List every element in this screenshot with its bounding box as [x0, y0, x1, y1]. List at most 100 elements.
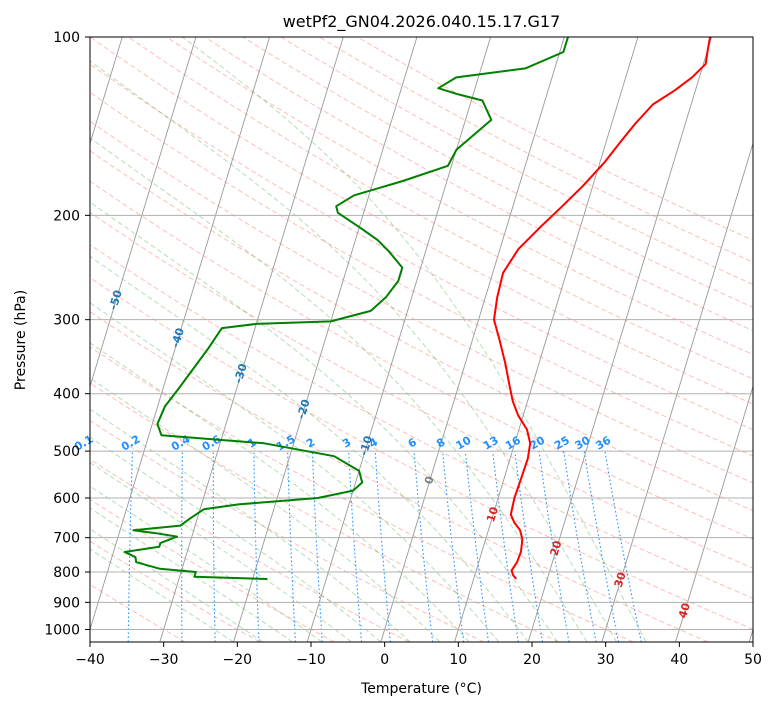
- isotherm-label: -60: [48, 239, 66, 262]
- isotherm-label: -30: [232, 362, 250, 385]
- mixing-ratio-label: 0.6: [200, 432, 224, 453]
- isotherm-label: -70: [0, 188, 8, 211]
- y-tick-label: 600: [53, 491, 80, 507]
- moist-adiabat: [90, 201, 559, 642]
- mixing-ratio-label: 16: [503, 433, 523, 452]
- isotherm: [90, 37, 123, 145]
- x-axis-label: Temperature (°C): [360, 681, 482, 697]
- mixing-ratio-line: [311, 451, 323, 642]
- mixing-ratio-labels: 0.1 0.2 0.4 0.6 1 1.5 2 3 4 6 8 10 13 16 20 25 30 36: [72, 432, 613, 453]
- temperature-profile: [493, 37, 712, 580]
- dry-adiabat: [90, 244, 753, 599]
- moist-adiabat: [90, 528, 264, 642]
- mixing-ratio-line: [514, 451, 544, 642]
- moist-adiabat: [90, 302, 500, 642]
- dewpoint-profile: [123, 37, 569, 580]
- mixing-ratio-line: [348, 451, 363, 642]
- moist-adiabat: [90, 377, 441, 642]
- mixing-ratio-line: [127, 451, 133, 642]
- isotherm: [675, 384, 753, 642]
- profiles: [123, 37, 712, 580]
- isotherm-label: 40: [676, 601, 693, 620]
- dry-adiabat: [90, 311, 709, 642]
- moist-adiabat: [90, 60, 618, 642]
- dry-adiabat: [90, 37, 753, 405]
- mixing-ratio-label: 0.2: [119, 433, 142, 454]
- moist-adiabat: [90, 436, 382, 642]
- x-tick-label: 20: [523, 652, 541, 668]
- x-tick-label: −30: [149, 652, 179, 668]
- isotherm-label: 10: [484, 505, 501, 524]
- mixing-ratio-line: [492, 451, 519, 642]
- isotherm: [380, 37, 565, 642]
- mixing-ratio-label: 3: [340, 436, 353, 451]
- mixing-ratio-label: 1.5: [274, 433, 297, 454]
- y-tick-label: 200: [53, 208, 80, 224]
- y-tick-label: 500: [53, 444, 80, 460]
- moist-adiabat: [90, 462, 352, 642]
- dry-adiabat: [280, 37, 753, 286]
- dry-adiabat: [319, 37, 753, 263]
- isotherm: [527, 37, 713, 642]
- isotherm: [306, 37, 492, 642]
- mixing-ratio-line: [464, 451, 490, 642]
- isotherm: [90, 37, 271, 631]
- moist-adiabat: [90, 408, 411, 642]
- mixing-ratio-line: [374, 451, 391, 642]
- x-tick-label: 10: [449, 652, 467, 668]
- moist-adiabat: [90, 485, 323, 642]
- dry-adiabat: [90, 277, 753, 630]
- x-tick-label: 50: [744, 652, 762, 668]
- isotherm: [233, 37, 418, 642]
- dry-adiabat: [242, 37, 753, 308]
- isotherm: [601, 141, 753, 642]
- mixing-ratio-label: 25: [552, 434, 572, 453]
- mixing-ratio-line: [583, 451, 620, 642]
- chart-title: wetPf2_GN04.2026.040.15.17.G17: [283, 12, 561, 32]
- isotherm-label: 0: [422, 474, 437, 485]
- x-tick-label: 30: [597, 652, 615, 668]
- dry-adiabat: [166, 37, 753, 356]
- mixing-ratio-label: 6: [406, 435, 419, 450]
- moist-adiabat: [90, 548, 234, 642]
- dry-adiabat: [90, 150, 753, 512]
- mixing-ratio-line: [253, 451, 260, 642]
- y-tick-label: 100: [53, 30, 80, 46]
- y-tick-label: 900: [53, 595, 80, 611]
- dry-adiabat: [90, 91, 753, 457]
- isotherm-label: -20: [294, 397, 312, 420]
- dry-adiabat: [90, 498, 335, 642]
- y-tick-label: 700: [53, 531, 80, 547]
- mixing-ratio-label: 36: [593, 433, 613, 452]
- isotherm-label: -10: [357, 434, 375, 457]
- x-axis: −40 −30 −20 −10 0 10 20 30 40 50: [75, 642, 762, 668]
- mixing-ratio-line: [212, 451, 216, 642]
- mixing-ratio-line: [413, 451, 434, 642]
- y-tick-label: 1000: [44, 622, 80, 638]
- mixing-ratio-line: [604, 451, 642, 642]
- isotherm: [159, 37, 344, 642]
- moist-adiabat: [90, 255, 529, 642]
- y-tick-label: 300: [53, 313, 80, 329]
- x-tick-label: −10: [296, 652, 326, 668]
- moist-adiabat: [181, 37, 647, 642]
- isotherm: [454, 37, 639, 642]
- y-axis-label: Pressure (hPa): [13, 290, 29, 390]
- mixing-ratio-line: [442, 451, 465, 642]
- x-tick-label: 0: [380, 652, 389, 668]
- plot-frame: [89, 36, 754, 643]
- background-lines: [90, 37, 753, 642]
- mixing-ratio-label: 2: [304, 436, 317, 451]
- dry-adiabat: [90, 211, 753, 569]
- moist-adiabat: [90, 342, 470, 642]
- dry-adiabat: [90, 382, 559, 642]
- dry-adiabat: [90, 346, 634, 642]
- isotherm-label: 30: [612, 570, 629, 589]
- x-tick-label: 40: [670, 652, 688, 668]
- y-tick-label: 800: [53, 565, 80, 581]
- dry-adiabat: [90, 458, 410, 642]
- dry-adiabat: [90, 63, 753, 431]
- y-axis: 100 200 300 400 500 600 700 800 900 1000: [44, 30, 90, 638]
